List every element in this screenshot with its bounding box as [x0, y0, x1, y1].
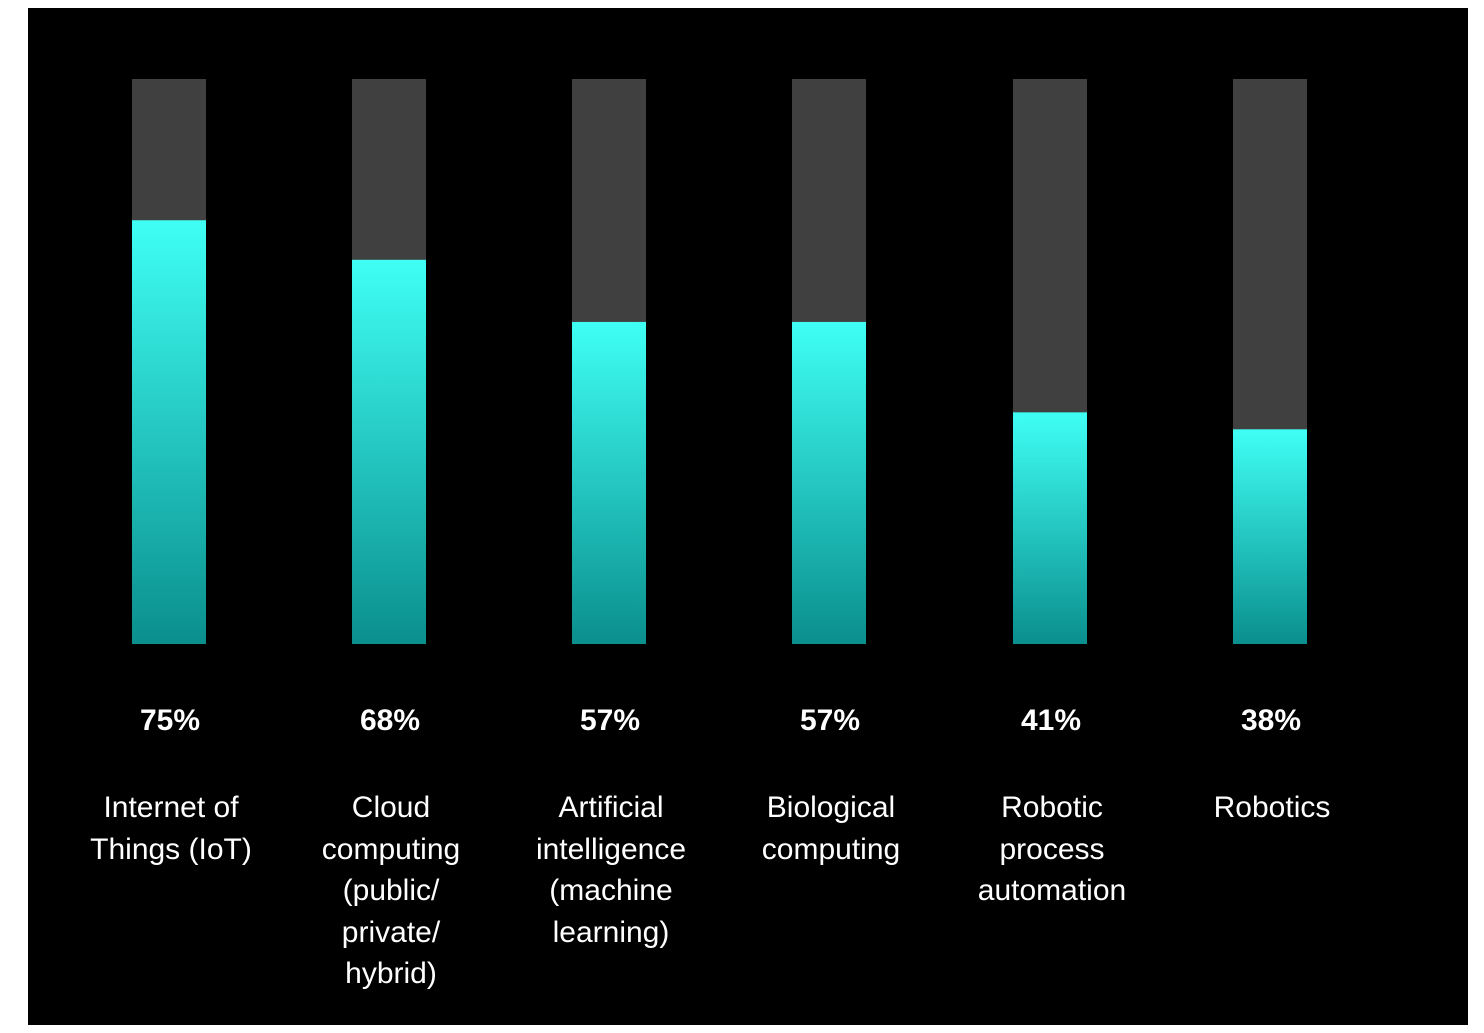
value-label: 57%: [579, 704, 641, 737]
chart-panel: [28, 8, 1468, 1025]
bar: [352, 259, 426, 644]
bar: [792, 321, 866, 644]
bar: [132, 220, 206, 644]
bar: [1233, 429, 1307, 644]
bar: [1013, 412, 1087, 644]
value-label: 68%: [359, 704, 421, 737]
category-label: Robotics: [1213, 791, 1331, 824]
category-label: Artificial intelligence (machine learnin…: [535, 791, 687, 949]
category-label: Cloud computing (public/ private/ hybrid…: [321, 791, 461, 990]
category-label: Biological computing: [761, 791, 901, 866]
category-label: Robotic process automation: [977, 791, 1127, 907]
category-label: Internet of Things (IoT): [90, 791, 252, 866]
value-label: 41%: [1020, 704, 1082, 737]
value-label: 75%: [139, 704, 201, 737]
value-label: 57%: [799, 704, 861, 737]
bar: [572, 321, 646, 644]
value-label: 38%: [1240, 704, 1302, 737]
